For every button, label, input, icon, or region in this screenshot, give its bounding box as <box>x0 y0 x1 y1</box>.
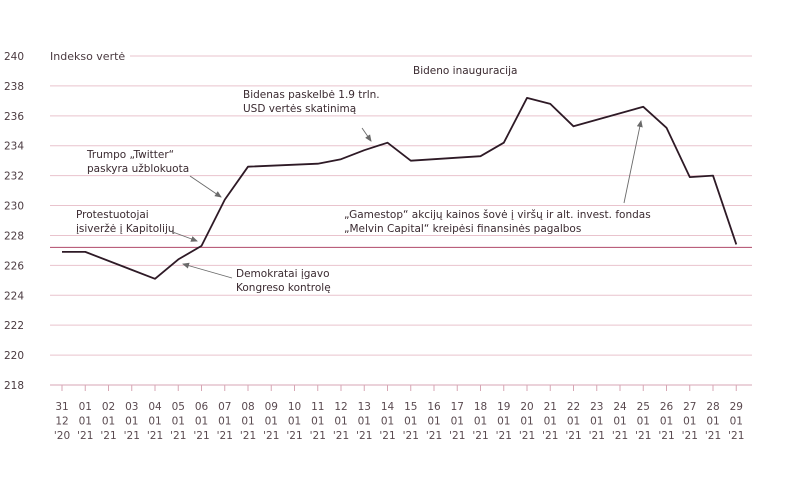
x-tick-label: 16 01'21 <box>426 401 442 442</box>
y-axis: 218 220 222 224 226 228 230 232 234 236 238 240 <box>4 51 24 392</box>
x-tick-label: 09 01'21 <box>263 401 279 442</box>
annotation: Trumpo „Twitter“ paskyra užblokuota <box>86 149 189 175</box>
annotation-arrow <box>169 230 198 242</box>
y-tick-label: 228 <box>4 230 24 242</box>
y-tick-label: 224 <box>4 290 24 302</box>
x-tick-label: 18 01'21 <box>472 401 488 442</box>
x-tick-label: 28 01'21 <box>705 401 721 442</box>
x-tick-label: 05 01'21 <box>170 401 186 442</box>
y-tick-label: 222 <box>4 320 24 332</box>
series <box>61 97 738 280</box>
annotation: Bideno inauguracija <box>413 65 517 77</box>
annotations: Protestuotojai įsiveržė į Kapitolijų Demok… <box>76 65 651 294</box>
x-tick-label: 10 01'21 <box>286 401 302 442</box>
x-tick-label: 27 01'21 <box>682 401 698 442</box>
x-tick-label: 08 01'21 <box>240 401 256 442</box>
x-tick-label: 06 01'21 <box>193 401 209 442</box>
x-tick-label: 11 01'21 <box>310 401 326 442</box>
annotation: Protestuotojai įsiveržė į Kapitolijų <box>76 209 175 235</box>
y-tick-label: 220 <box>4 350 24 362</box>
y-axis-label: Indekso vertė <box>50 50 125 63</box>
y-tick-label: 234 <box>4 141 24 153</box>
series-line <box>62 97 738 280</box>
x-tick-label: 01 01'21 <box>77 401 93 442</box>
x-tick-label: 12 01'21 <box>333 401 349 442</box>
x-tick-label: 23 01'21 <box>589 401 605 442</box>
x-tick-label: 14 01'21 <box>379 401 395 442</box>
x-tick-label: 20 01'21 <box>519 401 535 442</box>
y-tick-label: 232 <box>4 171 24 183</box>
grid <box>50 55 752 386</box>
annotation-arrow <box>623 120 643 204</box>
x-tick-label: 07 01'21 <box>217 401 233 442</box>
x-tick-label: 04 01'21 <box>147 401 163 442</box>
x-tick-label: 26 01'21 <box>658 401 674 442</box>
x-tick-label: 25 01'21 <box>635 401 651 442</box>
y-tick-label: 238 <box>4 81 24 93</box>
annotation: „Gamestop“ akcijų kainos šovė į viršų ir… <box>344 209 651 235</box>
x-tick-label: 15 01'21 <box>403 401 419 442</box>
x-tick-label: 13 01'21 <box>356 401 372 442</box>
annotation-arrow <box>182 262 233 279</box>
x-tick-label: 19 01'21 <box>496 401 512 442</box>
x-tick-label: 21 01'21 <box>542 401 558 442</box>
x-axis: 31 12'20 01 01'21 02 01'21 03 01'21 04 01'21 05 01 '… <box>54 385 744 442</box>
x-tick-label: 22 01'21 <box>565 401 581 442</box>
y-tick-label: 226 <box>4 260 24 272</box>
annotation-arrow <box>361 127 372 142</box>
annotation: Bidenas paskelbė 1.9 trln. USD vertės ska… <box>243 89 380 115</box>
y-tick-label: 236 <box>4 111 24 123</box>
y-tick-label: 230 <box>4 201 24 213</box>
y-tick-label: 240 <box>4 51 24 63</box>
x-tick-label: 29 01'21 <box>728 401 744 442</box>
y-tick-label: 218 <box>4 380 24 392</box>
annotation: Demokratai įgavo Kongreso kontrolę <box>236 268 331 294</box>
x-tick-label: 17 01'21 <box>449 401 465 442</box>
annotation-arrow <box>189 175 222 198</box>
x-tick-label: 24 01'21 <box>612 401 628 442</box>
x-tick-label: 31 12'20 <box>54 401 70 442</box>
x-tick-label: 02 01'21 <box>100 401 116 442</box>
x-tick-label: 03 01'21 <box>124 401 140 442</box>
